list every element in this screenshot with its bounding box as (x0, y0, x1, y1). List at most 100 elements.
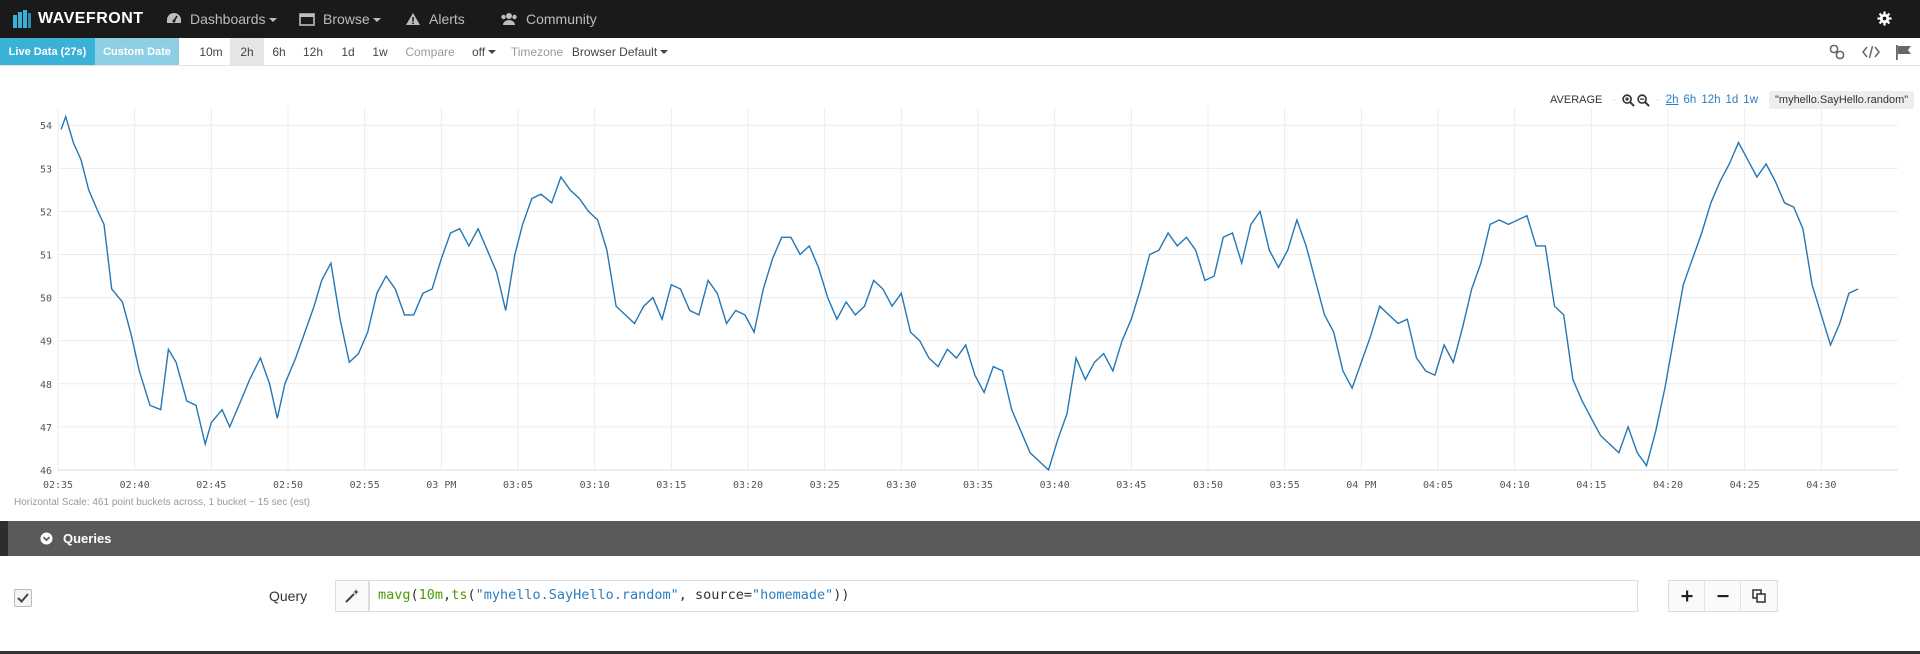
y-tick-label: 52 (40, 207, 52, 218)
query-token-source-key: , source= (678, 587, 752, 603)
brand-logo[interactable]: WAVEFRONT (12, 0, 144, 38)
share-link-button[interactable] (1829, 44, 1845, 65)
check-icon (17, 593, 29, 603)
query-token-ts: ts (451, 587, 468, 603)
x-tick-label: 03:10 (580, 480, 610, 491)
y-tick-label: 47 (40, 423, 52, 434)
range-1w[interactable]: 1w (372, 44, 388, 59)
add-query-button[interactable] (1669, 581, 1705, 611)
query-token-source-value: "homemade" (751, 587, 834, 603)
y-tick-label: 54 (40, 121, 52, 132)
x-tick-label: 03:55 (1270, 480, 1300, 491)
query-action-buttons (1668, 580, 1778, 612)
queries-header: Queries (0, 521, 1920, 556)
remove-query-button[interactable] (1705, 581, 1741, 611)
x-tick-label: 04:20 (1653, 480, 1683, 491)
range-1d[interactable]: 1d (341, 44, 355, 59)
settings-button[interactable] (1877, 11, 1892, 31)
range-10m[interactable]: 10m (199, 44, 223, 59)
nav-dashboards-label: Dashboards (190, 11, 266, 27)
nav-community[interactable]: Community (500, 0, 597, 38)
query-token-comma: , (443, 587, 452, 603)
brand-name: WAVEFRONT (38, 10, 144, 27)
query-token-close: )) (833, 587, 850, 603)
wavefront-logo-icon (13, 10, 31, 28)
x-tick-label: 03:25 (810, 480, 840, 491)
y-axis: 54 53 52 51 50 49 48 47 46 (40, 121, 52, 477)
x-tick-label: 03:05 (503, 480, 533, 491)
chart-range-6h[interactable]: 6h (1683, 94, 1697, 106)
x-tick-label: 04:05 (1423, 480, 1453, 491)
compare-value: off (471, 44, 486, 59)
query-row: Query mavg(10m,ts("myhello.SayHello.rand… (0, 556, 1920, 654)
nav-alerts[interactable]: Alerts (405, 0, 465, 38)
chart-range-1w[interactable]: 1w (1743, 94, 1758, 106)
x-tick-label: 03:40 (1040, 480, 1070, 491)
collapse-circle-icon (40, 532, 53, 545)
flag-icon (1896, 45, 1911, 60)
link-icon (1829, 44, 1845, 60)
x-tick-label: 02:35 (43, 480, 73, 491)
chart-range-1d[interactable]: 1d (1725, 94, 1739, 106)
timezone-dropdown[interactable]: Browser Default (570, 38, 670, 65)
chart-range-12h[interactable]: 12h (1701, 94, 1721, 106)
clone-query-button[interactable] (1741, 581, 1777, 611)
aggregate-label[interactable]: AVERAGE (1550, 94, 1603, 106)
chart-range-2h[interactable]: 2h (1665, 94, 1679, 106)
metric-chip[interactable]: "myhello.SayHello.random" (1769, 91, 1915, 109)
x-tick-label: 03:15 (656, 480, 686, 491)
y-tick-label: 49 (40, 337, 52, 348)
query-token-metric: "myhello.SayHello.random" (475, 587, 679, 603)
range-6h[interactable]: 6h (272, 44, 286, 59)
query-label: Query (269, 588, 308, 604)
zoom-in-icon[interactable] (1622, 93, 1635, 107)
queries-header-edge (0, 521, 8, 556)
x-tick-label: 04 PM (1346, 480, 1376, 491)
chart-controls: AVERAGE · · 2h 6h 12h 1d 1w "myhello.Say… (1550, 90, 1915, 110)
queries-toggle[interactable]: Queries (40, 521, 111, 556)
x-tick-label: 03:45 (1116, 480, 1146, 491)
x-tick-label: 04:15 (1576, 480, 1606, 491)
y-tick-label: 48 (40, 380, 52, 391)
chevron-down-icon (488, 49, 497, 54)
y-tick-label: 53 (40, 164, 52, 175)
zoom-out-icon[interactable] (1637, 93, 1650, 107)
copy-icon (1752, 589, 1766, 603)
nav-browse[interactable]: Browse (299, 0, 381, 38)
code-icon (1862, 45, 1880, 59)
x-tick-label: 04:25 (1730, 480, 1760, 491)
bottom-divider (0, 651, 1920, 654)
x-tick-label: 02:50 (273, 480, 303, 491)
compare-dropdown[interactable]: off (466, 38, 502, 65)
query-input[interactable]: mavg(10m,ts("myhello.SayHello.random", s… (369, 580, 1638, 612)
y-tick-label: 46 (40, 466, 52, 477)
horizontal-scale-note: Horizontal Scale: 461 point buckets acro… (14, 497, 310, 508)
x-tick-label: 03:50 (1193, 480, 1223, 491)
query-token-window: 10m (418, 587, 444, 603)
custom-date-button[interactable]: Custom Date (95, 38, 179, 65)
range-12h[interactable]: 12h (302, 44, 324, 59)
embed-code-button[interactable] (1862, 44, 1880, 65)
top-navbar: WAVEFRONT Dashboards Browse Alerts (0, 0, 1920, 38)
query-enabled-checkbox[interactable] (14, 589, 32, 607)
nav-dashboards[interactable]: Dashboards (166, 0, 277, 38)
nav-alerts-label: Alerts (429, 11, 465, 27)
browse-window-icon (299, 12, 315, 26)
x-tick-label: 03 PM (426, 480, 456, 491)
x-tick-label: 04:30 (1806, 480, 1836, 491)
range-2h[interactable]: 2h (230, 38, 264, 65)
separator-dot: · (1612, 94, 1617, 106)
events-flag-button[interactable] (1895, 44, 1913, 65)
query-wizard-button[interactable] (335, 580, 369, 612)
x-tick-label: 03:35 (963, 480, 993, 491)
live-data-button[interactable]: Live Data (27s) (0, 38, 95, 65)
series-line[interactable] (60, 114, 1859, 472)
x-tick-label: 02:45 (196, 480, 226, 491)
y-tick-label: 50 (40, 294, 52, 305)
community-users-icon (501, 13, 517, 25)
x-tick-label: 02:40 (120, 480, 150, 491)
nav-community-label: Community (526, 11, 597, 27)
x-tick-label: 03:20 (733, 480, 763, 491)
x-tick-label: 04:10 (1500, 480, 1530, 491)
